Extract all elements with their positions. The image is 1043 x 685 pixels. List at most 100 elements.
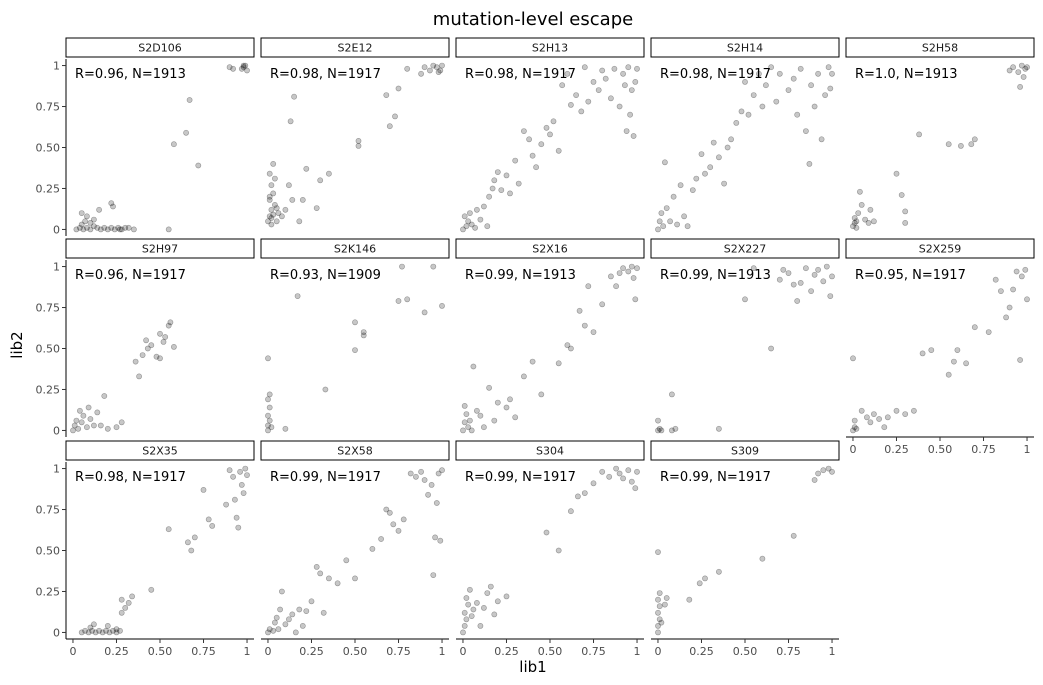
y-tick-label: 1: [53, 261, 60, 274]
x-tick-label: 0.25: [104, 645, 129, 658]
data-point: [808, 82, 814, 89]
data-point: [667, 218, 673, 225]
data-point: [108, 200, 115, 207]
data-point: [827, 85, 834, 92]
data-point: [628, 87, 635, 93]
data-point: [468, 613, 475, 619]
data-point: [853, 218, 860, 225]
data-point: [271, 175, 278, 182]
facet-panel: S2K146 R=0.93, N=1909: [260, 238, 450, 434]
data-point: [526, 136, 532, 143]
data-point: [742, 296, 748, 303]
data-point: [139, 352, 146, 358]
data-point: [776, 276, 783, 283]
facet-panel: S309 R=0.99, N=1917 0 0.25 0.50 0.75 1: [650, 440, 840, 658]
data-point: [494, 598, 501, 605]
data-point: [240, 490, 247, 496]
data-point: [1006, 304, 1013, 311]
data-point: [707, 164, 714, 171]
data-point: [829, 468, 835, 475]
data-point: [463, 223, 470, 230]
data-point: [291, 93, 297, 100]
data-point: [183, 129, 189, 136]
data-point: [465, 601, 472, 608]
correlation-annotation: R=0.98, N=1917: [270, 67, 381, 82]
data-point: [480, 203, 487, 210]
data-point: [902, 411, 909, 417]
data-point: [226, 64, 233, 71]
data-point: [461, 609, 468, 616]
data-point: [136, 373, 142, 380]
data-point: [655, 417, 661, 424]
data-point: [1017, 84, 1023, 90]
data-point: [271, 619, 278, 626]
data-point: [759, 103, 766, 110]
data-point: [110, 627, 116, 634]
data-point: [322, 386, 329, 393]
data-point: [85, 629, 92, 636]
data-point: [84, 424, 90, 431]
data-point: [543, 124, 550, 131]
data-point: [1003, 314, 1009, 321]
data-point: [702, 170, 708, 177]
data-point: [575, 493, 581, 500]
data-point: [590, 480, 597, 487]
data-point: [656, 218, 663, 225]
data-point: [78, 210, 85, 216]
data-point: [412, 473, 419, 480]
x-tick-label: 0.50: [733, 645, 758, 658]
data-point: [564, 70, 571, 77]
data-point: [407, 470, 414, 477]
data-point: [503, 172, 510, 179]
data-point: [167, 319, 174, 326]
facet-strip: [650, 37, 840, 58]
data-point: [632, 79, 639, 85]
data-point: [240, 64, 247, 71]
data-point: [803, 128, 809, 134]
data-point: [118, 609, 125, 616]
data-point: [590, 329, 597, 335]
data-point: [78, 221, 85, 228]
chart-title: mutation-level escape: [433, 9, 633, 30]
data-point: [716, 154, 722, 161]
data-point: [200, 486, 207, 493]
data-point: [716, 568, 722, 575]
data-point: [850, 427, 856, 434]
data-point: [268, 182, 275, 189]
data-point: [797, 65, 804, 72]
data-point: [794, 298, 801, 304]
data-point: [768, 345, 774, 352]
data-point: [480, 605, 487, 611]
data-point: [1015, 69, 1022, 75]
data-point: [400, 516, 407, 523]
data-point: [223, 501, 229, 508]
data-point: [439, 62, 445, 69]
facet-strip: [65, 440, 255, 461]
data-point: [285, 616, 292, 623]
data-point: [186, 97, 193, 103]
data-point: [985, 329, 992, 335]
data-point: [1010, 286, 1016, 293]
data-point: [91, 216, 97, 223]
facet-panel: S2X35 R=0.98, N=1917 0 0.25 0.50 0.75 1 0 0.25 0.…: [36, 440, 255, 658]
data-point: [867, 206, 874, 213]
data-point: [521, 373, 527, 380]
data-point: [1024, 64, 1030, 71]
data-point: [1024, 296, 1030, 303]
data-point: [395, 527, 402, 534]
data-point: [325, 575, 332, 582]
data-point: [669, 391, 675, 398]
data-point: [275, 626, 282, 633]
data-point: [157, 355, 163, 362]
facet-panel: S2D106 R=0.96, N=1913 0 0.25 0.50 0.75 1: [36, 37, 255, 236]
facet-panel: S2H58 R=1.0, N=1913: [845, 37, 1035, 231]
data-point: [292, 629, 299, 636]
data-point: [728, 136, 734, 143]
data-point: [460, 629, 466, 636]
data-point: [512, 414, 519, 421]
data-point: [512, 157, 519, 164]
data-point: [928, 347, 935, 353]
data-point: [157, 330, 163, 337]
data-point: [160, 338, 167, 345]
data-point: [547, 131, 553, 138]
